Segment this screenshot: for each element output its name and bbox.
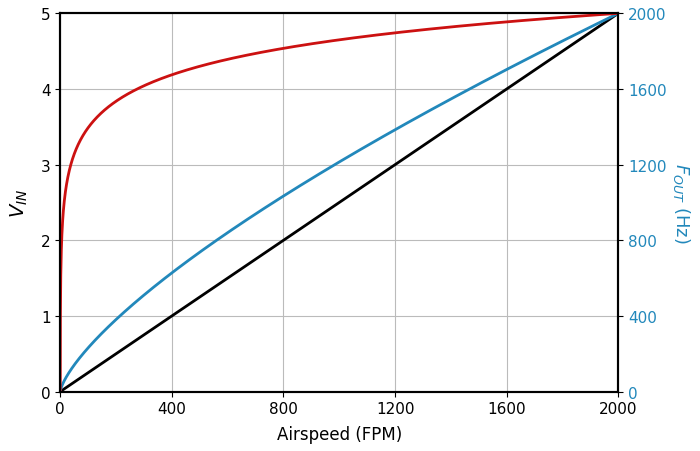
X-axis label: Airspeed (FPM): Airspeed (FPM) [276, 425, 402, 443]
Y-axis label: $F_{OUT}$ (Hz): $F_{OUT}$ (Hz) [671, 163, 692, 244]
Y-axis label: $V_{IN}$: $V_{IN}$ [8, 189, 29, 217]
